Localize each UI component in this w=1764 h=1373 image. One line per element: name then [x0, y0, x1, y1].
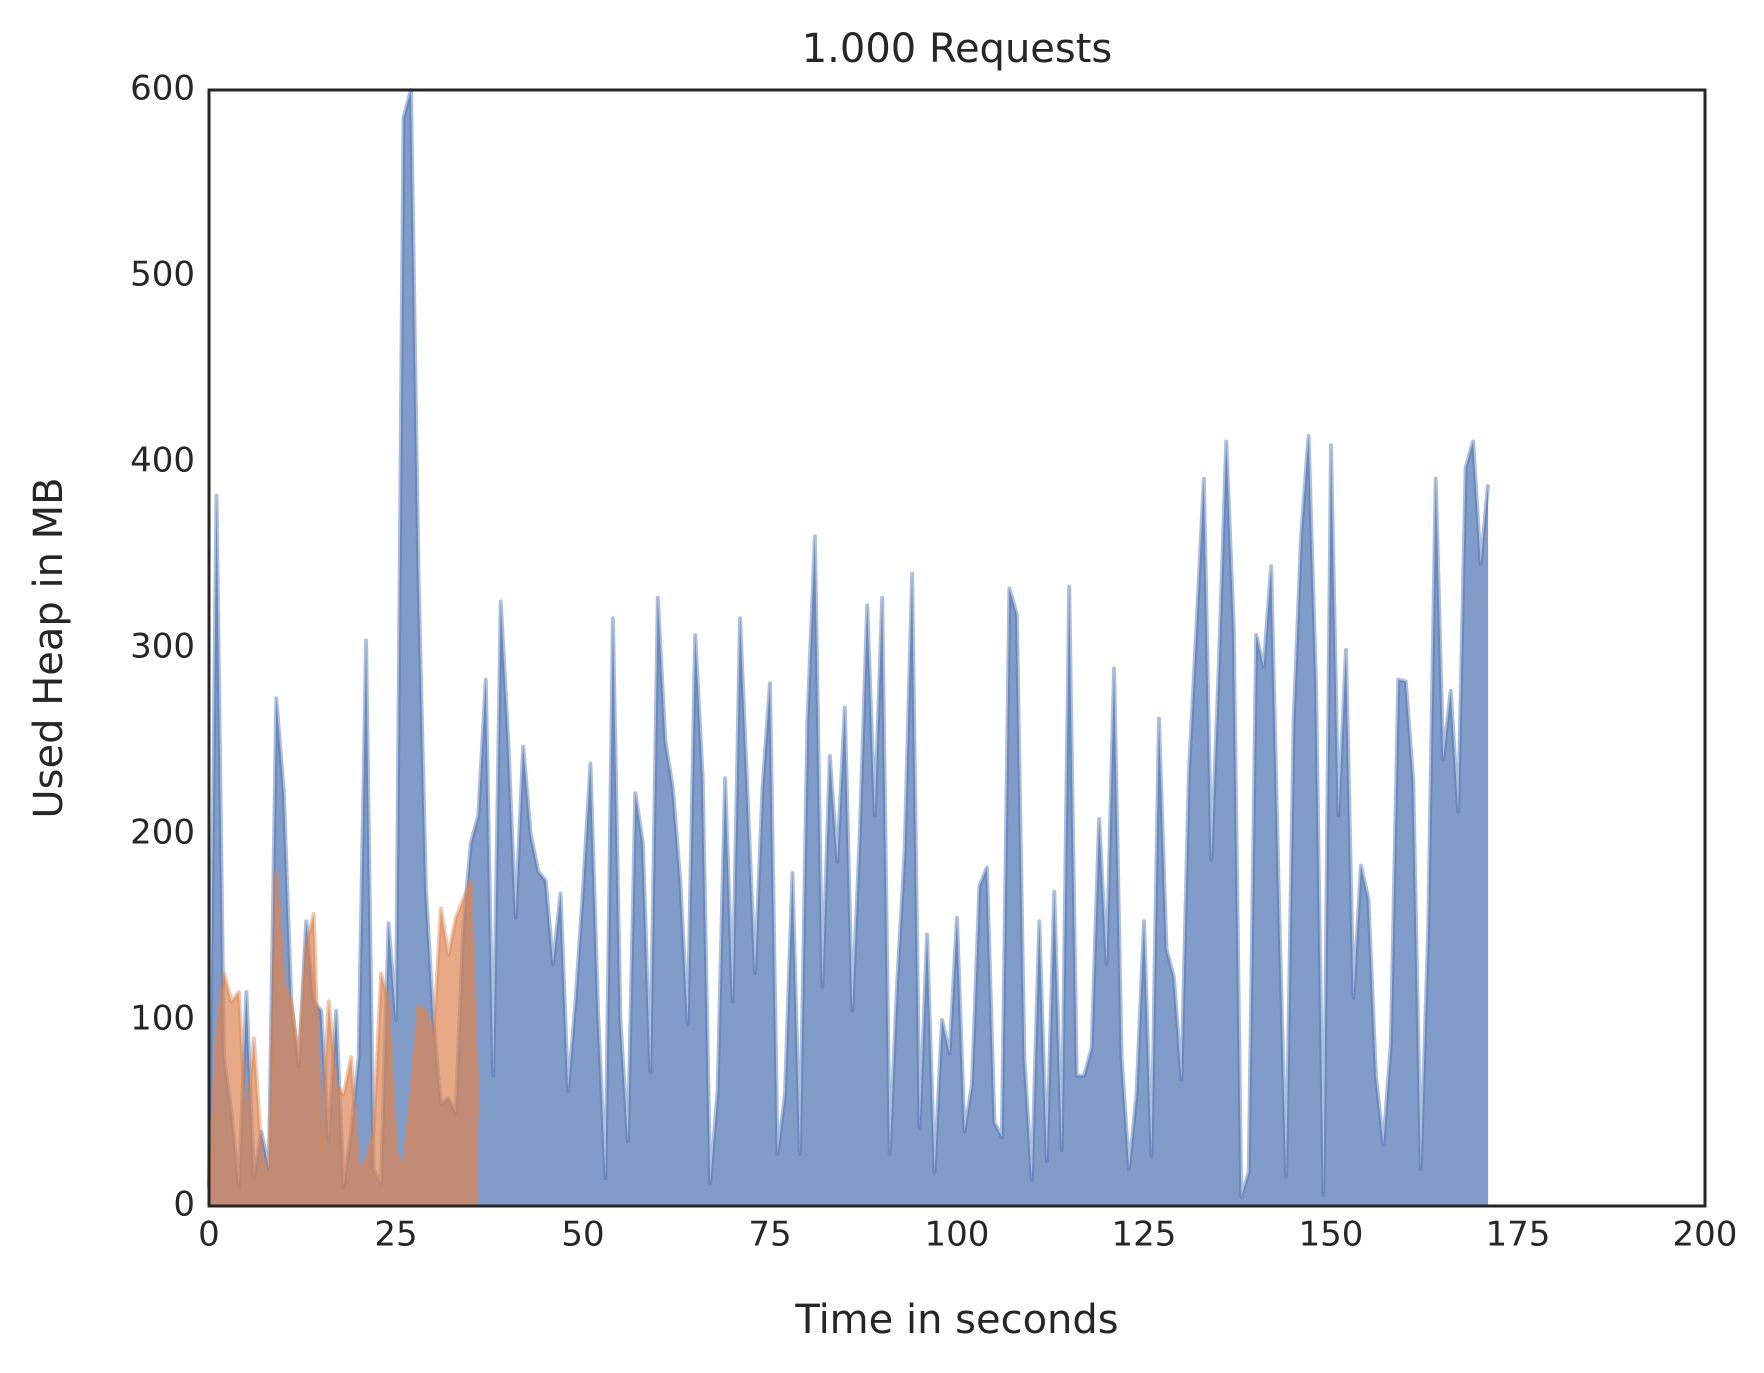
- x-tick-label: 100: [925, 1215, 990, 1255]
- x-tick-label: 50: [561, 1215, 604, 1255]
- area: [209, 90, 1489, 1206]
- y-tick-label: 0: [173, 1185, 195, 1225]
- x-axis-label: Time in seconds: [794, 1297, 1118, 1343]
- y-tick-label: 500: [130, 255, 195, 295]
- area: [209, 871, 479, 1206]
- x-tick-label: 125: [1112, 1215, 1177, 1255]
- x-tick-label: 200: [1673, 1215, 1738, 1255]
- x-tick-label: 0: [198, 1215, 220, 1255]
- chart-title: 1.000 Requests: [802, 26, 1113, 72]
- plot-frame: [207, 88, 1707, 1208]
- y-axis-label: Used Heap in MB: [26, 477, 72, 818]
- x-tick-label: 25: [374, 1215, 417, 1255]
- x-tick-label: 75: [748, 1215, 791, 1255]
- line: [207, 88, 1491, 1199]
- y-tick-label: 400: [130, 441, 195, 481]
- x-tick-label: 175: [1486, 1215, 1551, 1255]
- y-tick-label: 600: [130, 69, 195, 109]
- y-tick-label: 200: [130, 813, 195, 853]
- y-tick-label: 300: [130, 627, 195, 667]
- line: [207, 869, 481, 1188]
- y-tick-label: 100: [130, 999, 195, 1039]
- x-tick-label: 150: [1299, 1215, 1364, 1255]
